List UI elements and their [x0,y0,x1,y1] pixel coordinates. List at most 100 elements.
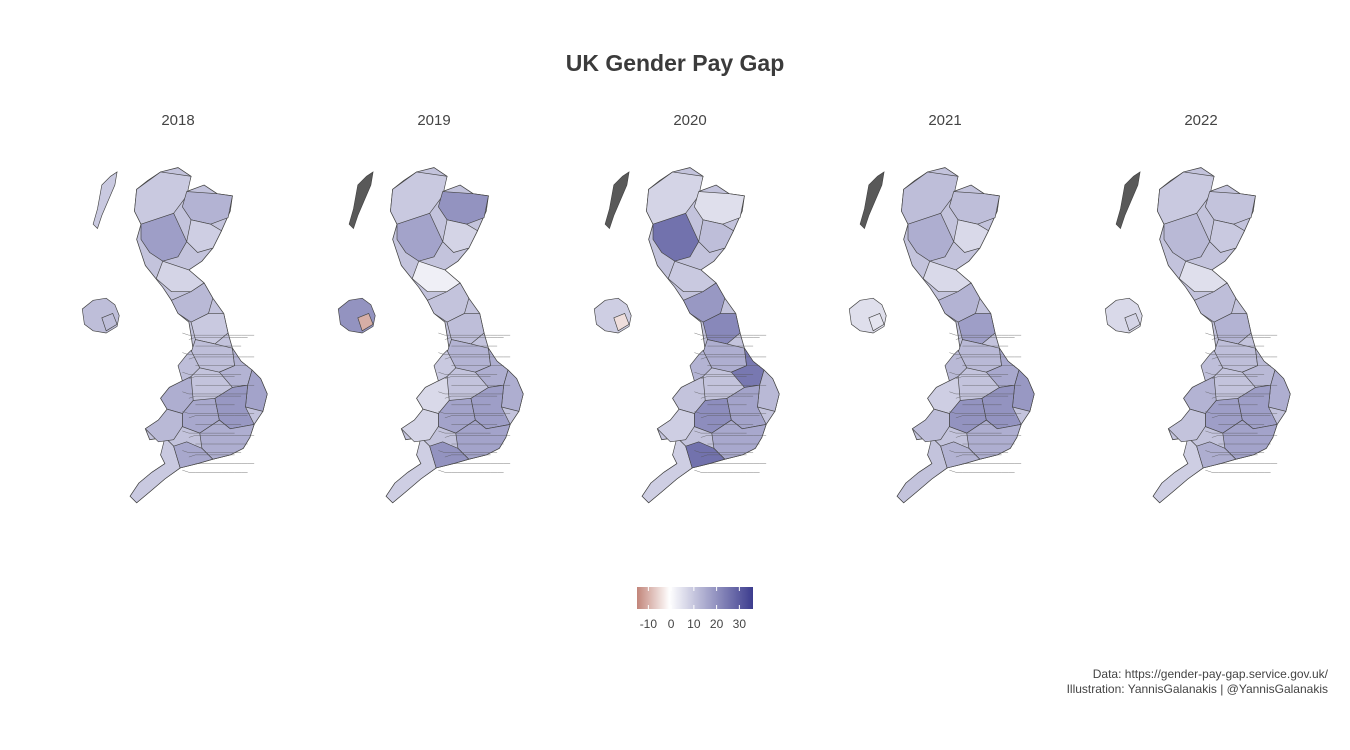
western-isles [604,171,630,230]
district-boundary [438,469,504,473]
caption: Data: https://gender-pay-gap.service.gov… [1067,667,1328,697]
district-boundary [949,391,1015,395]
district-boundary [700,395,754,399]
region-patch [1152,436,1204,504]
district-boundary [182,371,242,375]
district-boundary [1211,454,1258,458]
facet-2021: 2021 [817,108,1073,528]
district-boundary [188,337,248,340]
district-boundary [182,430,235,434]
district-boundary [949,371,1009,375]
region-patch [1167,408,1206,443]
district-boundary [955,356,1022,360]
facet-2022: 2022 [1073,108,1329,528]
district-boundary [182,391,248,395]
legend-tick-label: 0 [667,617,675,631]
region-patch [652,212,700,262]
region-patch [683,282,726,323]
district-boundary [694,352,747,355]
western-isles [1115,171,1141,230]
district-boundary [1211,356,1278,360]
district-boundary [955,435,1022,438]
caption-illustration: Illustration: YannisGalanakis | @YannisG… [1066,682,1328,696]
western-isles [859,171,885,230]
district-boundary [1205,430,1258,434]
district-boundary [444,395,498,399]
district-boundary [949,430,1002,434]
district-boundary [694,332,767,336]
facet-2020: 2020 [562,108,818,528]
region-patch [1204,191,1256,225]
district-boundary [1205,391,1271,395]
district-boundary [955,415,1015,419]
region-patch [144,408,183,443]
northern-ireland-district [1124,312,1141,332]
district-boundary [1205,469,1271,473]
region-patch [693,191,745,225]
district-boundary [438,352,491,355]
northern-ireland-district [101,312,118,332]
district-boundary [438,332,511,336]
district-boundary [444,376,491,379]
region-patch [896,436,948,504]
district-boundary [444,337,504,340]
northern-ireland-district [357,312,374,332]
region-patch [437,191,489,225]
district-boundary [182,352,235,355]
district-boundary [1211,435,1278,438]
western-isles [92,171,118,230]
region-patch [656,408,695,443]
region-patch [400,408,439,443]
district-boundary [1205,352,1258,355]
region-patch [177,349,201,382]
facet-label: 2021 [928,112,962,129]
district-boundary [949,469,1015,473]
district-boundary [949,411,1022,414]
district-boundary [694,469,760,473]
facet-label: 2022 [1184,112,1218,129]
district-boundary [182,332,255,336]
region-patch [396,212,444,262]
district-boundary [700,337,760,340]
district-boundary [182,469,248,473]
district-boundary [955,395,1009,399]
district-boundary [955,337,1015,340]
district-boundary [694,450,754,453]
legend-ticks [647,587,740,609]
district-boundary [444,415,504,419]
district-boundary [694,430,747,434]
map-facets: 2018 2019 2020 2021 2022 [50,108,1320,528]
district-boundary [949,450,1009,453]
district-boundary [1211,395,1265,399]
district-boundary [694,371,754,375]
district-boundary [700,454,747,458]
district-boundary [1205,332,1278,336]
district-boundary [438,450,498,453]
region-patch [1200,349,1224,382]
uk-map [337,167,524,504]
region-patch [944,349,968,382]
district-boundary [955,376,1002,379]
district-boundary [1211,376,1258,379]
district-boundary [700,415,760,419]
district-boundary [1211,415,1271,419]
region-patch [689,349,713,382]
facet-2019: 2019 [306,108,562,528]
northern-ireland-district [868,312,885,332]
district-boundary [438,371,498,375]
district-boundary [188,356,255,360]
district-boundary [1205,371,1265,375]
district-boundary [1211,337,1271,340]
district-boundary [949,352,1002,355]
region-patch [433,349,457,382]
district-boundary [444,356,511,360]
district-boundary [188,454,235,458]
region-patch [129,436,181,504]
region-patch [171,282,214,323]
district-boundary [694,411,767,414]
region-patch [181,191,233,225]
chart-title: UK Gender Pay Gap [565,50,785,76]
color-legend: -10 0 10 20 30 [637,587,755,637]
district-boundary [438,411,511,414]
uk-map [848,167,1035,504]
